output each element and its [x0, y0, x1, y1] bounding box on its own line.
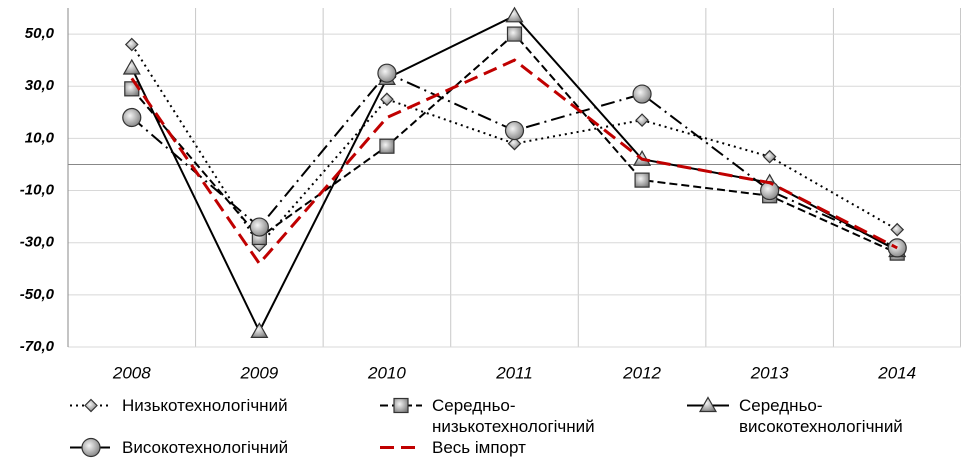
marker [84, 398, 98, 413]
x-tick-label: 2014 [877, 363, 916, 382]
marker [377, 63, 397, 83]
legend-swatch [687, 396, 729, 413]
legend-item: Високотехнологічний [68, 437, 288, 458]
legend-label: Середньо-високотехнологічний [739, 396, 903, 436]
marker [887, 238, 907, 258]
series-line [130, 58, 898, 266]
marker [506, 26, 523, 42]
marker [504, 120, 525, 141]
marker [380, 92, 394, 107]
y-tick-label: 30,0 [25, 77, 55, 94]
marker [634, 172, 650, 188]
x-tick-label: 2008 [112, 363, 151, 382]
x-tick-label: 2009 [239, 363, 278, 382]
y-tick-label: 50,0 [25, 25, 55, 42]
y-tick-label: -30,0 [20, 234, 55, 251]
marker [632, 84, 652, 104]
marker [762, 149, 777, 164]
legend-swatch [70, 398, 112, 413]
chart: -70,0 -50,0 -30,0 -10,0 10,0 30,0 50,0 2008 2009… [20, 6, 961, 382]
legend-item: Середньо-низькотехнологічний [378, 395, 647, 437]
legend-label: Низькотехнологічний [122, 396, 288, 415]
marker [379, 138, 395, 154]
legend-label: Високотехнологічний [122, 438, 289, 457]
marker [507, 136, 522, 151]
legend-item: Низькотехнологічний [68, 395, 288, 416]
marker [122, 58, 141, 75]
y-tick-label: -50,0 [20, 286, 55, 303]
series-line [130, 14, 898, 334]
marker [122, 107, 142, 128]
marker [249, 217, 269, 237]
marker [698, 396, 718, 413]
marker [505, 6, 524, 23]
x-tick-label: 2012 [622, 363, 661, 382]
legend-swatch [70, 437, 112, 458]
x-tick-label: 2011 [495, 363, 533, 382]
legend-label: Весь імпорт [432, 438, 526, 457]
legend-swatch [380, 446, 422, 449]
x-tick-label: 2010 [367, 363, 406, 382]
marker [890, 222, 905, 237]
legend-label: Середньо-низькотехнологічний [432, 396, 595, 436]
legend-swatch [380, 397, 422, 414]
y-tick-label: -10,0 [20, 182, 55, 199]
y-tick-label: 10,0 [25, 129, 55, 146]
marker [393, 397, 409, 414]
y-tick-label: -70,0 [20, 338, 55, 355]
marker [250, 322, 269, 338]
marker [635, 113, 649, 127]
marker [124, 37, 139, 52]
marker [81, 437, 101, 458]
legend-item: Весь імпорт [378, 437, 526, 458]
x-tick-label: 2013 [750, 363, 789, 382]
legend-item: Середньо-високотехнологічний [685, 395, 954, 437]
